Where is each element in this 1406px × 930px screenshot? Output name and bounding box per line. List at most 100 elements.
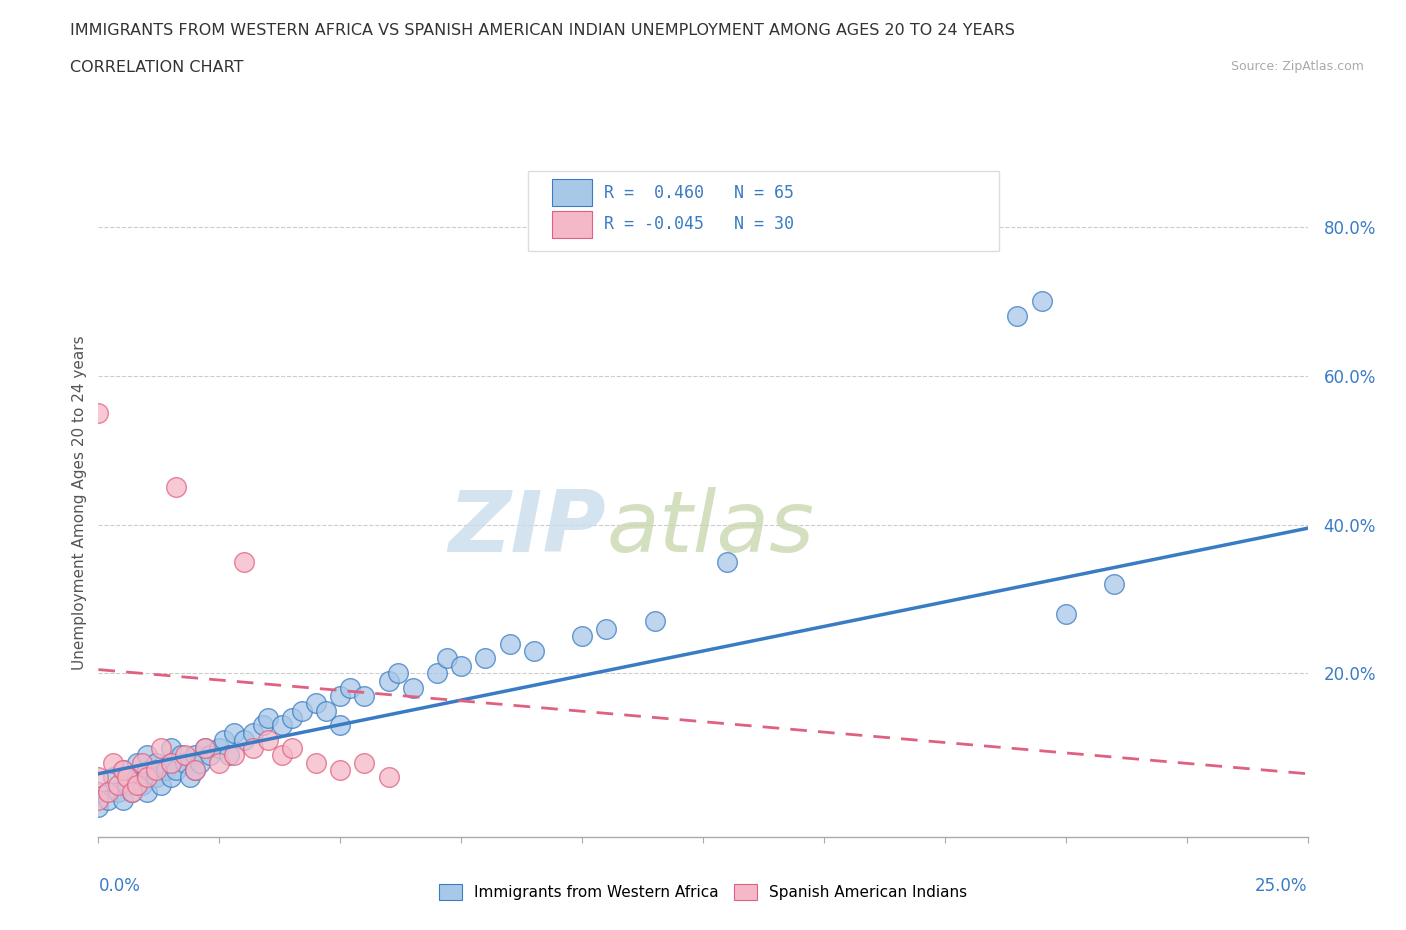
Point xyxy=(160,755,183,770)
Point xyxy=(97,785,120,800)
Point xyxy=(450,658,472,673)
Point xyxy=(208,740,231,755)
Point xyxy=(1007,309,1029,324)
Point xyxy=(281,740,304,755)
Point xyxy=(174,748,197,763)
Text: ZIP: ZIP xyxy=(449,487,606,570)
Point xyxy=(339,681,361,696)
Point xyxy=(329,718,352,733)
Point xyxy=(256,733,278,748)
Point xyxy=(165,763,187,777)
Point xyxy=(329,688,352,703)
Point xyxy=(121,785,143,800)
Point xyxy=(174,755,197,770)
Point xyxy=(184,763,207,777)
Point xyxy=(150,740,173,755)
Point xyxy=(87,770,110,785)
Point xyxy=(353,755,375,770)
Point xyxy=(111,792,134,807)
Point xyxy=(426,666,449,681)
Point xyxy=(145,770,167,785)
Point xyxy=(194,740,217,755)
Text: R =  0.460   N = 65: R = 0.460 N = 65 xyxy=(603,184,794,202)
Point xyxy=(252,718,274,733)
Point xyxy=(194,740,217,755)
Point xyxy=(208,755,231,770)
Text: IMMIGRANTS FROM WESTERN AFRICA VS SPANISH AMERICAN INDIAN UNEMPLOYMENT AMONG AGE: IMMIGRANTS FROM WESTERN AFRICA VS SPANIS… xyxy=(70,23,1015,38)
Point xyxy=(131,777,153,792)
Point xyxy=(377,673,399,688)
Point xyxy=(135,785,157,800)
Y-axis label: Unemployment Among Ages 20 to 24 years: Unemployment Among Ages 20 to 24 years xyxy=(72,335,87,670)
Point xyxy=(290,703,312,718)
Point xyxy=(145,763,167,777)
Point xyxy=(523,644,546,658)
Point xyxy=(242,740,264,755)
Point xyxy=(165,480,187,495)
Point xyxy=(184,763,207,777)
Point xyxy=(145,755,167,770)
Point xyxy=(135,748,157,763)
Point xyxy=(188,755,211,770)
Point xyxy=(1102,577,1125,591)
Point xyxy=(222,725,245,740)
Point xyxy=(135,770,157,785)
Point xyxy=(571,629,593,644)
FancyBboxPatch shape xyxy=(527,171,1000,251)
Point xyxy=(101,755,124,770)
Point xyxy=(111,763,134,777)
Point xyxy=(498,636,520,651)
Point xyxy=(87,405,110,420)
Point xyxy=(87,785,110,800)
Point xyxy=(117,770,139,785)
Point xyxy=(402,681,425,696)
Point xyxy=(232,554,254,569)
Point xyxy=(271,748,294,763)
Point xyxy=(135,763,157,777)
Point xyxy=(131,755,153,770)
Point xyxy=(281,711,304,725)
Point xyxy=(150,777,173,792)
Point xyxy=(184,748,207,763)
Point xyxy=(160,770,183,785)
Point xyxy=(127,770,149,785)
Point xyxy=(1054,606,1077,621)
Text: Source: ZipAtlas.com: Source: ZipAtlas.com xyxy=(1230,60,1364,73)
Point xyxy=(474,651,496,666)
Point xyxy=(155,763,177,777)
Point xyxy=(107,785,129,800)
Point xyxy=(305,696,328,711)
Point xyxy=(377,770,399,785)
Point xyxy=(212,733,235,748)
Point xyxy=(305,755,328,770)
Point xyxy=(87,792,110,807)
Point xyxy=(127,755,149,770)
Point xyxy=(256,711,278,725)
Point xyxy=(101,770,124,785)
Point xyxy=(716,554,738,569)
Point xyxy=(329,763,352,777)
Point xyxy=(387,666,409,681)
Point xyxy=(222,748,245,763)
Point xyxy=(1031,294,1053,309)
Point xyxy=(121,785,143,800)
Legend: Immigrants from Western Africa, Spanish American Indians: Immigrants from Western Africa, Spanish … xyxy=(433,878,973,907)
Point xyxy=(242,725,264,740)
Point xyxy=(315,703,337,718)
Point xyxy=(160,740,183,755)
Point xyxy=(87,800,110,815)
Point xyxy=(595,621,617,636)
Text: 0.0%: 0.0% xyxy=(98,877,141,896)
Point xyxy=(169,748,191,763)
Text: R = -0.045   N = 30: R = -0.045 N = 30 xyxy=(603,216,794,233)
Point xyxy=(179,770,201,785)
Point xyxy=(232,733,254,748)
Text: atlas: atlas xyxy=(606,487,814,570)
Point xyxy=(107,777,129,792)
FancyBboxPatch shape xyxy=(551,179,592,206)
Text: CORRELATION CHART: CORRELATION CHART xyxy=(70,60,243,75)
Point xyxy=(117,777,139,792)
Point xyxy=(353,688,375,703)
Point xyxy=(436,651,458,666)
Point xyxy=(160,755,183,770)
